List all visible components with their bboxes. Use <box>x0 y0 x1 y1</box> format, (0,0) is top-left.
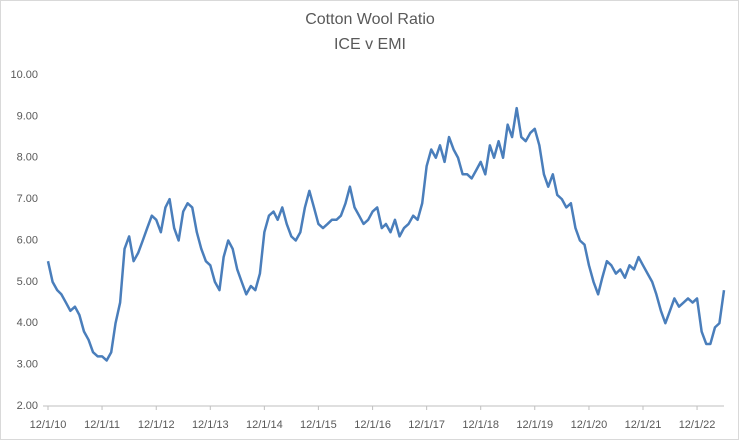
y-tick-label: 5.00 <box>17 276 38 288</box>
x-tick-label: 12/1/13 <box>192 419 229 431</box>
x-tick-label: 12/1/12 <box>138 419 175 431</box>
y-tick-label: 4.00 <box>17 317 38 329</box>
x-tick-label: 12/1/16 <box>354 419 391 431</box>
x-tick-label: 12/1/19 <box>516 419 553 431</box>
y-tick-label: 10.00 <box>10 69 38 81</box>
chart-subtitle: ICE v EMI <box>334 36 406 53</box>
y-tick-label: 3.00 <box>17 359 38 371</box>
chart-title: Cotton Wool Ratio <box>305 11 435 28</box>
data-line <box>46 106 726 362</box>
y-tick-label: 6.00 <box>17 234 38 246</box>
x-tick-label: 12/1/11 <box>84 419 120 431</box>
x-tick-label: 12/1/22 <box>679 419 716 431</box>
x-tick-label: 12/1/15 <box>300 419 337 431</box>
x-tick-label: 12/1/14 <box>246 419 283 431</box>
y-tick-label: 7.00 <box>17 193 38 205</box>
x-tick-label: 12/1/10 <box>30 419 67 431</box>
y-tick-label: 8.00 <box>17 152 38 164</box>
y-tick-label: 9.00 <box>17 110 38 122</box>
x-tick-label: 12/1/21 <box>625 419 662 431</box>
y-tick-label: 2.00 <box>17 400 38 412</box>
x-tick-label: 12/1/18 <box>462 419 499 431</box>
x-tick-label: 12/1/20 <box>571 419 608 431</box>
x-tick-label: 12/1/17 <box>408 419 445 431</box>
